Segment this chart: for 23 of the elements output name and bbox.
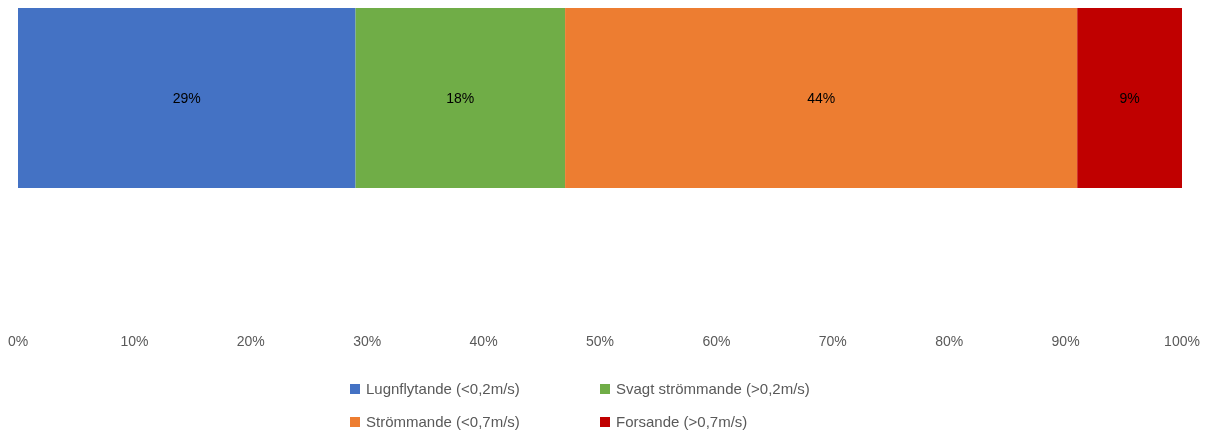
data-label: 44% bbox=[807, 90, 836, 106]
x-tick-label: 10% bbox=[120, 332, 149, 349]
legend-label: Lugnflytande (<0,2m/s) bbox=[366, 380, 520, 397]
x-tick-label: 90% bbox=[1051, 332, 1080, 349]
data-label: 18% bbox=[446, 90, 475, 106]
bar bbox=[355, 8, 566, 188]
x-tick-label: 20% bbox=[236, 332, 265, 349]
bar bbox=[1077, 8, 1182, 188]
x-tick-label: 0% bbox=[7, 332, 29, 349]
x-tick-label: 50% bbox=[585, 332, 615, 349]
data-label: 29% bbox=[172, 90, 201, 106]
legend-label: Strömmande (<0,7m/s) bbox=[366, 413, 520, 430]
x-tick-label: 40% bbox=[469, 332, 498, 349]
legend-label: Forsande (>0,7m/s) bbox=[616, 413, 748, 430]
x-tick-label: 100% bbox=[1164, 332, 1200, 349]
bar bbox=[565, 8, 1078, 188]
x-tick-label: 70% bbox=[818, 332, 847, 349]
x-tick-label: 80% bbox=[935, 332, 964, 349]
data-label: 9% bbox=[1119, 90, 1140, 106]
x-tick-label: 60% bbox=[702, 332, 731, 349]
legend-label: Svagt strömmande (>0,2m/s) bbox=[616, 380, 810, 397]
x-tick-label: 30% bbox=[353, 332, 382, 349]
bar bbox=[18, 8, 356, 188]
